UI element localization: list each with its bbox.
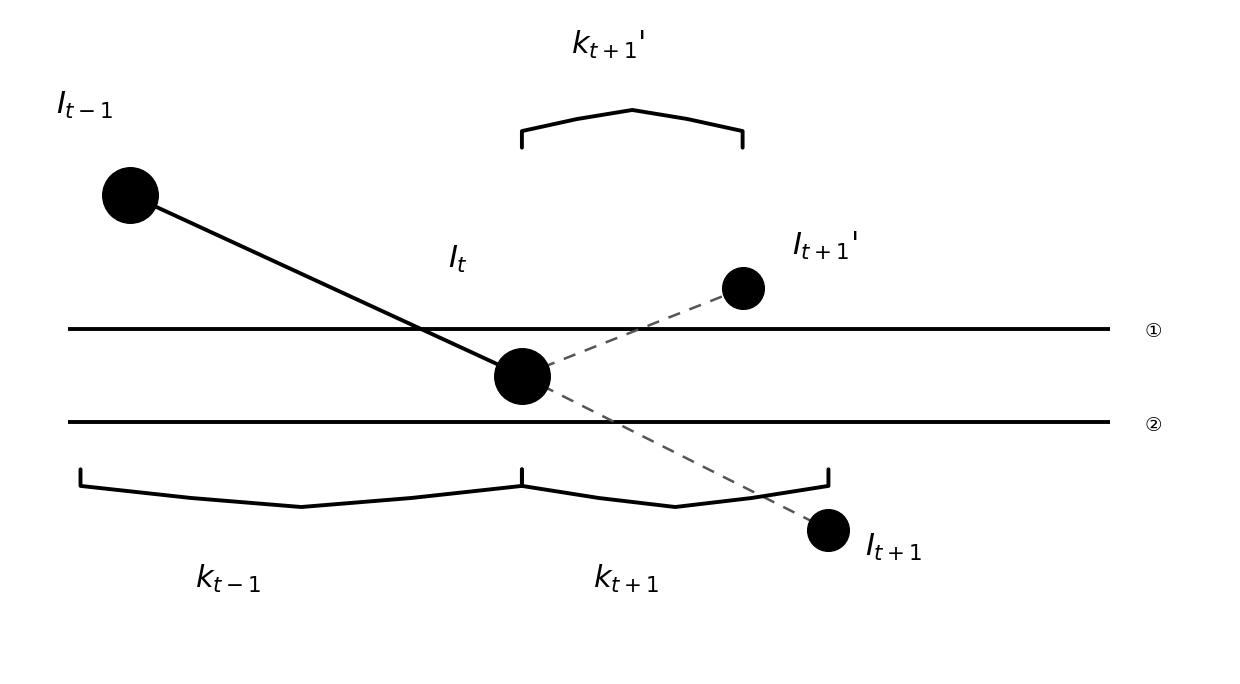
Point [119,189,139,200]
Text: $k_{t+1}$': $k_{t+1}$' [570,29,645,61]
Text: $I_{t-1}$: $I_{t-1}$ [56,90,113,121]
Text: $I_{t}$: $I_{t}$ [449,244,469,275]
Point [818,524,838,535]
Text: $k_{t-1}$: $k_{t-1}$ [195,563,260,595]
Point [512,370,532,381]
Text: $I_{t+1}$: $I_{t+1}$ [866,532,923,563]
Text: $k_{t+1}$: $k_{t+1}$ [593,563,660,595]
Text: $I_{t+1}$': $I_{t+1}$' [791,230,857,261]
Text: ②: ② [1145,417,1162,435]
Point [733,283,753,294]
Text: ①: ① [1145,322,1162,341]
